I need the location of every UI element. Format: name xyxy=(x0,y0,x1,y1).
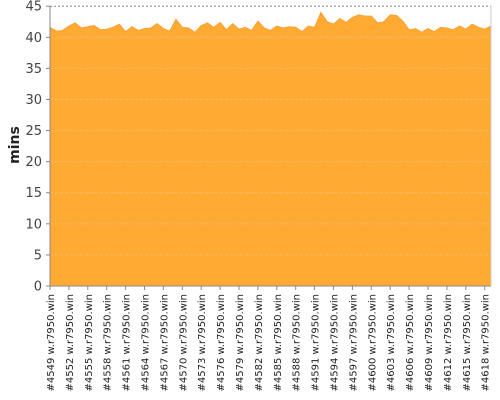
x-tick-label: #4585 w.r7950.win xyxy=(273,294,284,391)
x-tick-label: #4552 w.r7950.win xyxy=(65,294,76,391)
x-tick-label: #4606 w.r7950.win xyxy=(405,294,416,391)
x-tick-label: #4612 w.r7950.win xyxy=(443,294,454,391)
y-tick-label-15: 15 xyxy=(25,186,42,201)
y-tick-label-30: 30 xyxy=(25,93,42,108)
y-tick-label-10: 10 xyxy=(25,217,42,232)
y-tick-label-40: 40 xyxy=(25,31,42,46)
x-tick-label: #4618 w.r7950.win xyxy=(481,294,492,391)
y-tick-label-25: 25 xyxy=(25,124,42,139)
area-fill xyxy=(49,11,492,287)
x-tick-label: #4573 w.r7950.win xyxy=(197,294,208,391)
x-tick-label: #4582 w.r7950.win xyxy=(254,294,265,391)
y-axis-ticks: 0 5 10 15 20 25 30 35 40 45 xyxy=(25,0,492,295)
x-tick-label: #4597 w.r7950.win xyxy=(348,294,359,391)
x-tick-label: #4558 w.r7950.win xyxy=(103,294,114,391)
x-tick-label: #4549 w.r7950.win xyxy=(46,294,57,391)
x-tick-label: #4594 w.r7950.win xyxy=(330,294,341,391)
x-tick-label: #4579 w.r7950.win xyxy=(235,294,246,391)
y-axis-title: mins xyxy=(7,126,23,164)
x-tick-label: #4564 w.r7950.win xyxy=(141,294,152,391)
x-tick-label: #4603 w.r7950.win xyxy=(386,294,397,391)
x-tick-label: #4567 w.r7950.win xyxy=(159,294,170,391)
y-tick-label-5: 5 xyxy=(34,248,42,263)
y-tick-label-45: 45 xyxy=(25,0,42,15)
x-tick-label: #4555 w.r7950.win xyxy=(84,294,95,391)
x-tick-label: #4609 w.r7950.win xyxy=(424,294,435,391)
x-tick-label: #4588 w.r7950.win xyxy=(292,294,303,391)
x-tick-label: #4591 w.r7950.win xyxy=(311,294,322,391)
x-tick-label: #4570 w.r7950.win xyxy=(178,294,189,391)
x-tick-label: #4561 w.r7950.win xyxy=(122,294,133,391)
x-tick-label: #4600 w.r7950.win xyxy=(367,294,378,391)
x-tick-label: #4576 w.r7950.win xyxy=(216,294,227,391)
y-tick-label-35: 35 xyxy=(25,62,42,77)
series-area xyxy=(49,11,492,287)
top-boundary xyxy=(50,5,491,287)
x-tick-label: #4615 w.r7950.win xyxy=(462,294,473,391)
y-tick-label-0: 0 xyxy=(34,280,42,295)
x-axis-ticks: #4549 w.r7950.win #4552 w.r7950.win #4555 … xyxy=(46,286,492,391)
y-tick-label-20: 20 xyxy=(25,155,42,170)
